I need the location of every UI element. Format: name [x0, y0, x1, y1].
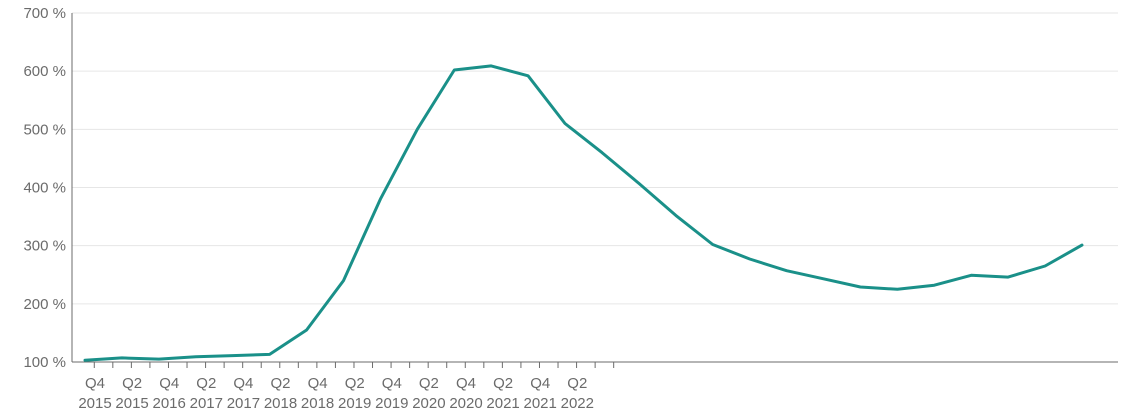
x-tick-label-year: 2019: [375, 395, 408, 412]
x-tick-label-quarter: Q2: [196, 375, 216, 392]
x-tick-label-quarter: Q4: [85, 375, 105, 392]
x-tick-label-quarter: Q2: [567, 375, 587, 392]
y-tick-label: 500 %: [23, 121, 66, 138]
x-tick-labels: Q4 2015 Q2 2015 Q4 2016 Q2 2017 Q4 2017 Q2 2018 Q4 20…: [78, 375, 594, 412]
series-group: [83, 64, 1084, 362]
axes: [71, 13, 1118, 368]
gridlines: [72, 12, 1118, 305]
y-tick-label: 400 %: [23, 180, 66, 197]
x-tick-label-year: 2016: [153, 395, 186, 412]
x-tick-label-quarter: Q4: [308, 375, 328, 392]
x-tick-label-year: 2015: [115, 395, 148, 412]
x-tick-label-quarter: Q2: [419, 375, 439, 392]
x-tick-label-quarter: Q4: [530, 375, 550, 392]
x-tick-label-quarter: Q4: [159, 375, 179, 392]
y-tick-label: 300 %: [23, 238, 66, 255]
x-tick-label-year: 2020: [449, 395, 482, 412]
x-tick-label-year: 2019: [338, 395, 371, 412]
x-tick-label-year: 2017: [227, 395, 260, 412]
x-tick-label-quarter: Q2: [493, 375, 513, 392]
x-tick-label-quarter: Q2: [270, 375, 290, 392]
y-tick-label: 700 %: [23, 5, 66, 22]
x-tick-label-year: 2022: [561, 395, 594, 412]
x-tick-label-year: 2018: [301, 395, 334, 412]
series-line-0: [83, 64, 1084, 362]
x-tick-label-year: 2021: [524, 395, 557, 412]
x-tick-label-quarter: Q2: [122, 375, 142, 392]
y-tick-label: 200 %: [23, 296, 66, 313]
x-tick-label-quarter: Q4: [233, 375, 253, 392]
x-tick-label-quarter: Q4: [456, 375, 476, 392]
x-tick-label-year: 2021: [486, 395, 519, 412]
y-tick-labels: 100 % 200 % 300 % 400 % 500 % 600 % 700 %: [23, 5, 66, 371]
x-tick-label-quarter: Q2: [345, 375, 365, 392]
y-tick-label: 100 %: [23, 354, 66, 371]
x-tick-label-year: 2017: [190, 395, 223, 412]
x-tick-label-year: 2020: [412, 395, 445, 412]
x-tick-label-quarter: Q4: [382, 375, 402, 392]
x-tick-label-year: 2018: [264, 395, 297, 412]
x-tick-label-year: 2015: [78, 395, 111, 412]
y-tick-label: 600 %: [23, 63, 66, 80]
